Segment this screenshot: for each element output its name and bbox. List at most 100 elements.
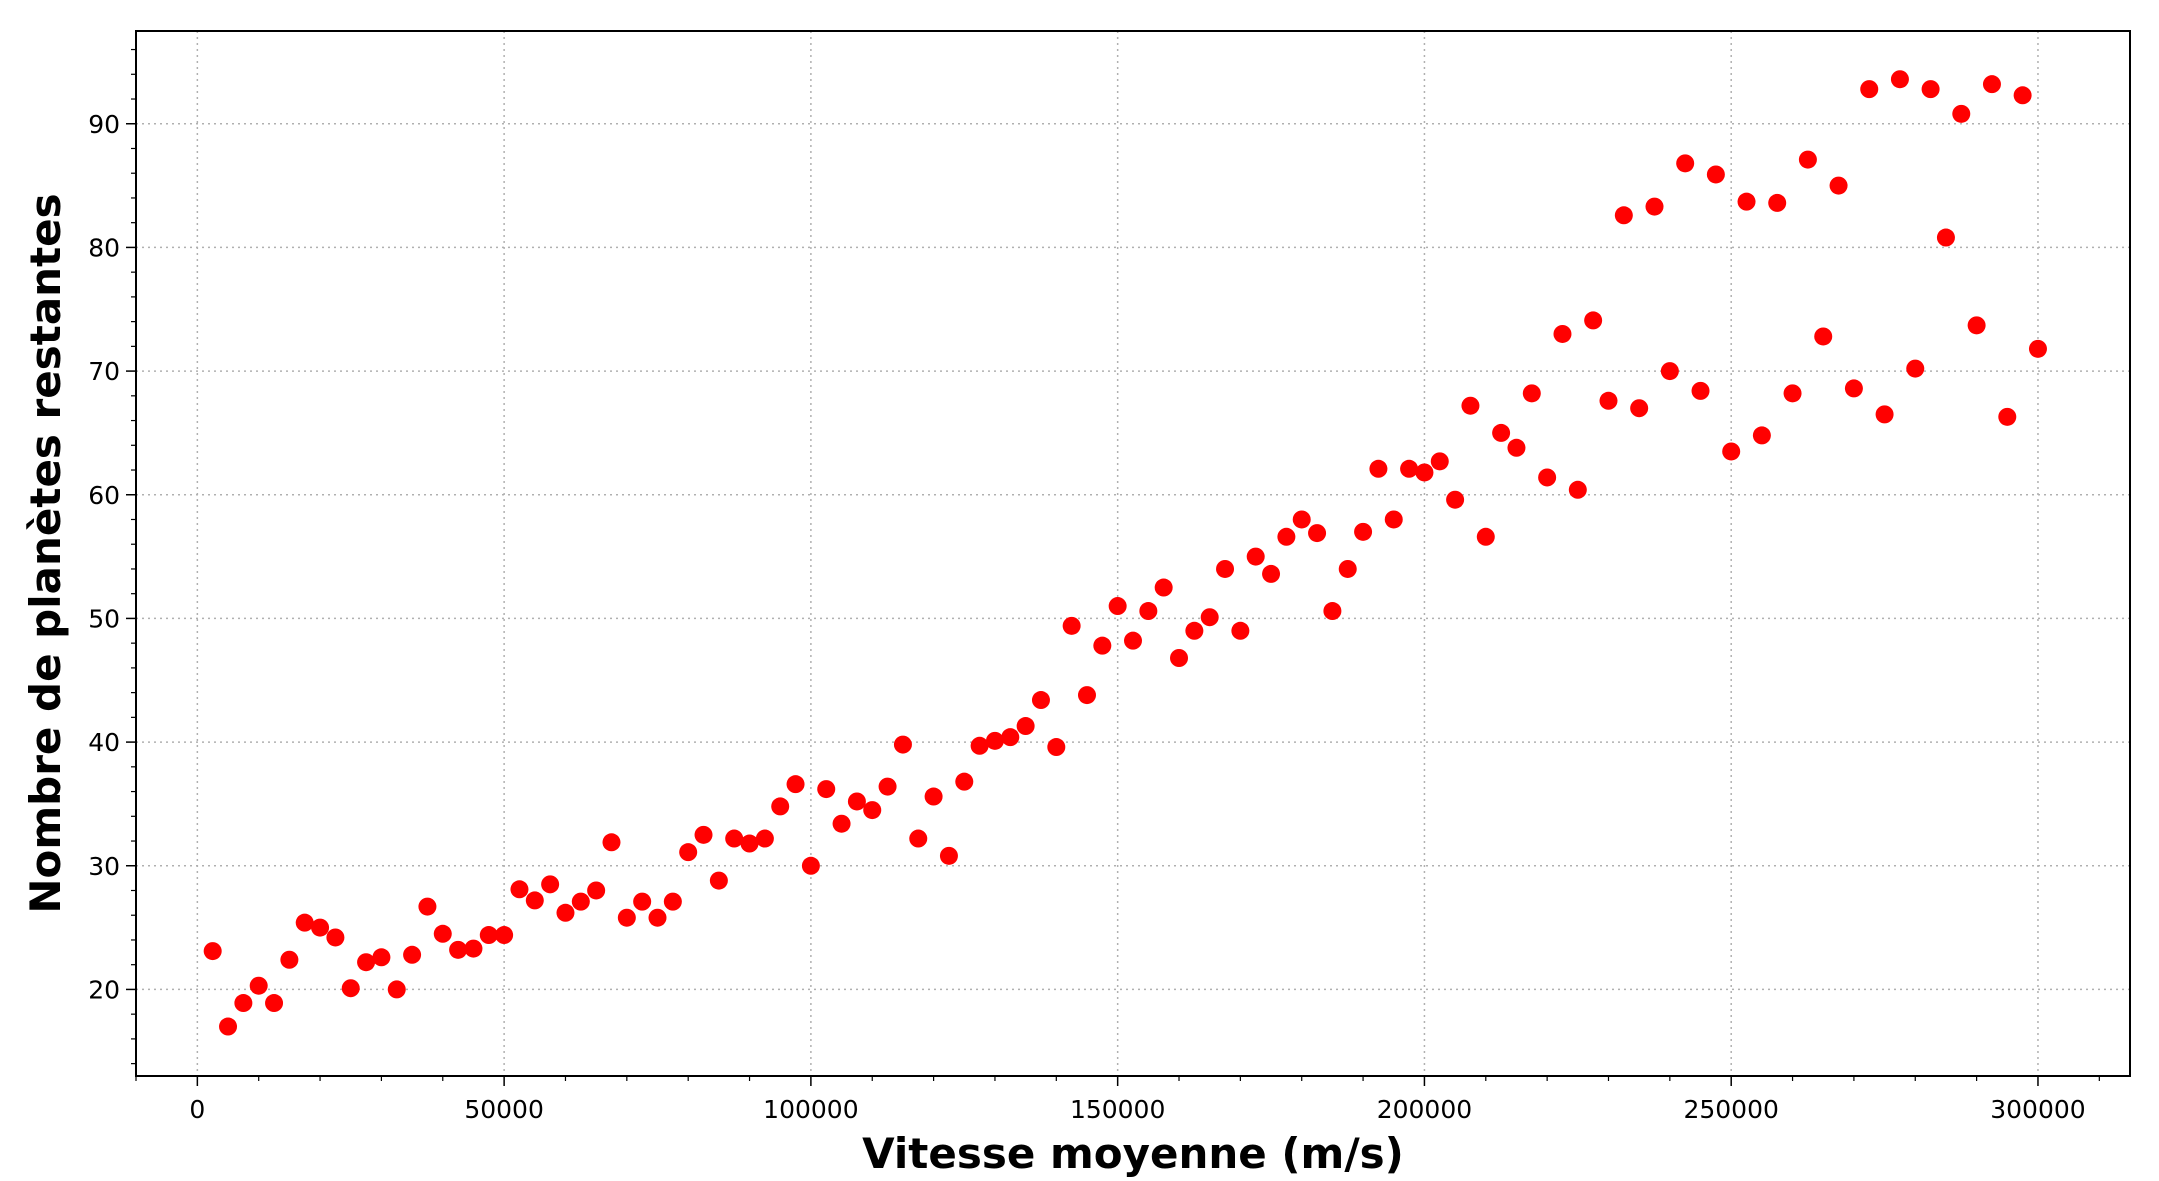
y-tick-label: 80 [88, 233, 120, 262]
data-point [863, 801, 882, 820]
data-point [326, 928, 345, 947]
x-axis-ticks: 0 50000 100000 150000 200000 250000 300000 [135, 1076, 2100, 1124]
data-point [1308, 524, 1327, 543]
data-point [341, 979, 360, 998]
data-point [1630, 399, 1649, 418]
data-point [924, 787, 943, 806]
data-point [1016, 717, 1035, 736]
data-point [311, 918, 330, 937]
data-point [602, 833, 621, 852]
data-point [1139, 602, 1158, 621]
data-point [1936, 228, 1955, 247]
data-point [1783, 384, 1802, 403]
data-point [1584, 311, 1603, 330]
data-point [817, 780, 836, 799]
data-point [587, 881, 606, 900]
data-point [1001, 728, 1020, 747]
data-point [1538, 468, 1557, 487]
data-point [893, 735, 912, 754]
data-point [1262, 564, 1281, 583]
data-point [372, 948, 391, 967]
data-point [832, 814, 851, 833]
data-points [203, 70, 2047, 1036]
y-tick-label: 90 [88, 110, 120, 139]
data-point [203, 942, 222, 961]
y-tick-label: 60 [88, 481, 120, 510]
data-point [280, 950, 299, 969]
data-point [1277, 527, 1296, 546]
data-point [1568, 480, 1587, 499]
data-point [1553, 324, 1572, 343]
data-point [556, 903, 575, 922]
data-point [709, 871, 728, 890]
data-point [479, 926, 498, 945]
data-point [1768, 193, 1787, 212]
data-point [1077, 686, 1096, 705]
data-point [1706, 165, 1725, 184]
y-tick-label: 50 [88, 604, 120, 633]
data-point [1323, 602, 1342, 621]
data-point [495, 926, 514, 945]
data-point [1921, 80, 1940, 99]
x-tick-label: 150000 [1070, 1095, 1165, 1124]
data-point [1890, 70, 1909, 89]
data-point [1875, 405, 1894, 424]
x-tick-label: 200000 [1377, 1095, 1472, 1124]
data-point [740, 834, 759, 853]
y-axis-ticks: 20 30 40 50 60 70 80 90 [88, 48, 136, 1065]
data-point [265, 994, 284, 1013]
data-point [1231, 621, 1250, 640]
data-point [679, 843, 698, 862]
data-point [1492, 423, 1511, 442]
data-point [939, 846, 958, 865]
data-point [878, 777, 897, 796]
data-point [525, 891, 544, 910]
data-point [1737, 192, 1756, 211]
data-point [725, 829, 744, 848]
data-point [234, 994, 253, 1013]
data-point [1998, 407, 2017, 426]
y-tick-label: 20 [88, 975, 120, 1004]
data-point [985, 731, 1004, 750]
data-point [771, 797, 790, 816]
data-point [1246, 547, 1265, 566]
x-tick-label: 50000 [464, 1095, 544, 1124]
data-point [1384, 510, 1403, 529]
y-tick-label: 40 [88, 728, 120, 757]
data-point [1906, 359, 1925, 378]
data-point [1798, 150, 1817, 169]
data-point [433, 924, 452, 943]
data-point [847, 792, 866, 811]
data-point [1047, 738, 1066, 757]
x-tick-label: 0 [189, 1095, 205, 1124]
data-point [1430, 452, 1449, 471]
x-tick-label: 250000 [1683, 1095, 1778, 1124]
data-point [1108, 597, 1127, 616]
data-point [510, 880, 529, 899]
data-point [633, 892, 652, 911]
data-point [1338, 559, 1357, 578]
data-point [1752, 426, 1771, 445]
data-point [909, 829, 928, 848]
plot-background [136, 31, 2130, 1076]
data-point [249, 976, 268, 995]
data-point [1614, 206, 1633, 225]
data-point [1860, 80, 1879, 99]
data-point [1814, 327, 1833, 346]
plot-frame [135, 30, 2131, 1077]
data-point [1982, 75, 2001, 94]
data-point [1507, 438, 1526, 457]
data-point [403, 945, 422, 964]
data-point [970, 736, 989, 755]
data-point [1400, 459, 1419, 478]
data-point [694, 825, 713, 844]
data-point [1185, 621, 1204, 640]
data-point [1645, 197, 1664, 216]
data-point [1031, 691, 1050, 710]
data-point [464, 939, 483, 958]
data-point [755, 829, 774, 848]
data-point [1415, 463, 1434, 482]
data-point [2028, 339, 2047, 358]
data-point [387, 980, 406, 999]
data-point [648, 908, 667, 927]
